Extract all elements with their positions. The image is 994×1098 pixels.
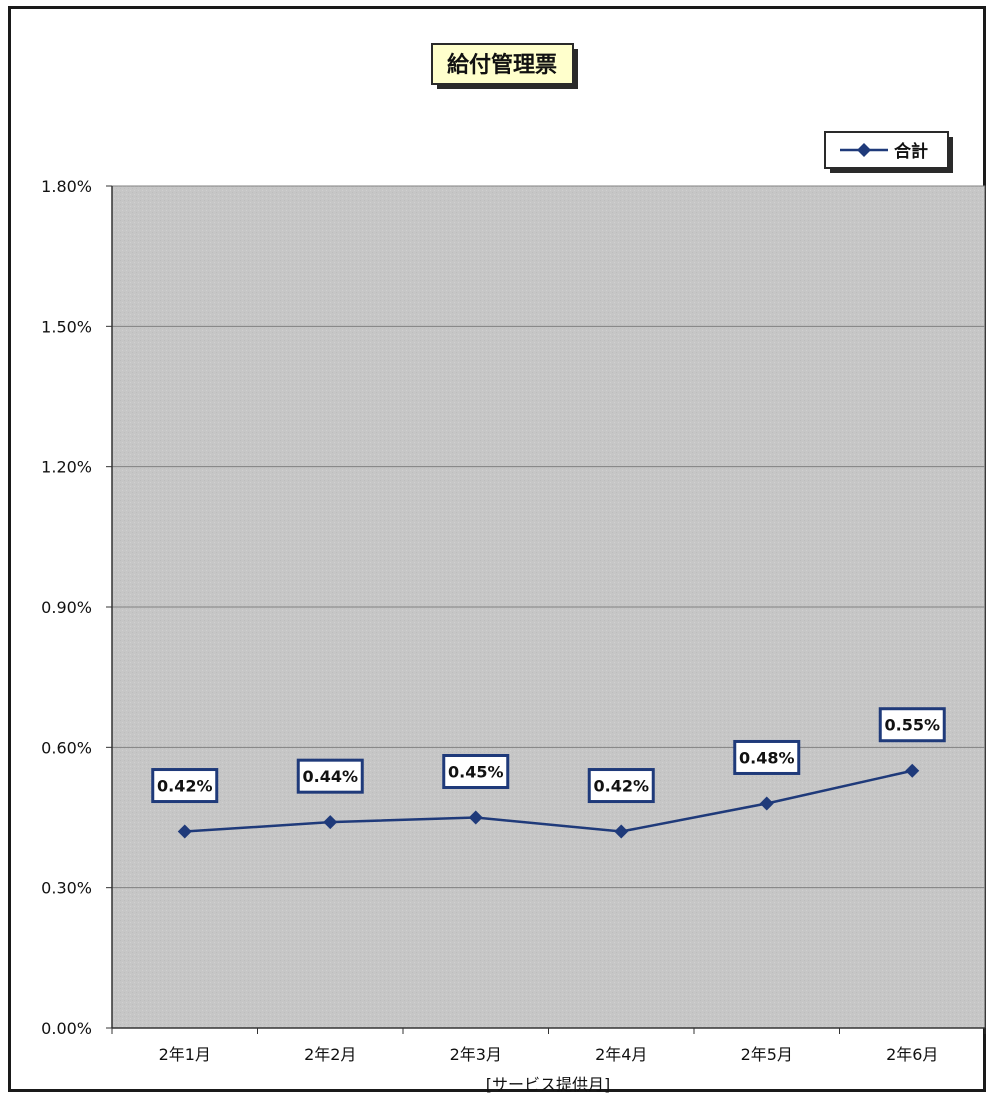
data-label-text: 0.55% xyxy=(884,716,940,735)
data-label: 0.55% xyxy=(878,707,946,743)
data-label-text: 0.48% xyxy=(739,748,795,767)
y-tick-label: 0.90% xyxy=(41,598,92,617)
data-label-text: 0.42% xyxy=(593,777,649,796)
data-label: 0.45% xyxy=(442,754,510,789)
chart-title: 給付管理票 xyxy=(431,43,578,89)
data-label-text: 0.45% xyxy=(448,763,504,782)
x-tick-label: 2年5月 xyxy=(741,1045,793,1064)
data-label-text: 0.44% xyxy=(302,767,358,786)
y-tick-label: 0.30% xyxy=(41,879,92,898)
y-tick-label: 0.00% xyxy=(41,1019,92,1038)
y-tick-label: 1.50% xyxy=(41,317,92,336)
x-tick-label: 2年6月 xyxy=(886,1045,938,1064)
y-axis: 0.00% 0.30% 0.60% 0.90% 1.20% 1.50% 1.80% xyxy=(41,177,113,1038)
x-axis: 2年1月 2年2月 2年3月 2年4月 2年5月 2年6月 xyxy=(111,1027,986,1064)
series-line-path xyxy=(184,769,913,833)
data-label: 0.48% xyxy=(733,739,801,775)
data-label: 0.44% xyxy=(296,758,364,794)
x-tick-label: 2年4月 xyxy=(595,1045,647,1064)
data-point-marker xyxy=(759,796,774,811)
legend: 合計 xyxy=(824,131,953,173)
x-axis-title: [サービス提供月] xyxy=(486,1075,611,1094)
y-tick-label: 1.80% xyxy=(41,177,92,196)
x-tick-label: 2年3月 xyxy=(450,1045,502,1064)
data-point-marker xyxy=(614,824,629,839)
data-point-marker xyxy=(177,824,192,839)
y-tick-label: 0.60% xyxy=(41,738,92,757)
data-point-marker xyxy=(323,815,338,830)
legend-marker-icon xyxy=(857,143,871,157)
gridlines xyxy=(112,185,985,889)
data-label: 0.42% xyxy=(151,768,219,804)
y-tick-label: 1.20% xyxy=(41,458,92,477)
series-line xyxy=(177,763,920,839)
x-tick-label: 2年2月 xyxy=(304,1045,356,1064)
x-tick-label: 2年1月 xyxy=(159,1045,211,1064)
legend-label: 合計 xyxy=(894,141,928,162)
data-labels: 0.42% 0.44% 0.45% 0.42% 0.48% 0.55% xyxy=(151,707,946,804)
data-point-marker xyxy=(905,763,920,778)
data-label-text: 0.42% xyxy=(157,777,213,796)
data-label: 0.42% xyxy=(587,768,655,804)
data-point-marker xyxy=(468,810,483,825)
chart-title-text: 給付管理票 xyxy=(447,52,557,78)
